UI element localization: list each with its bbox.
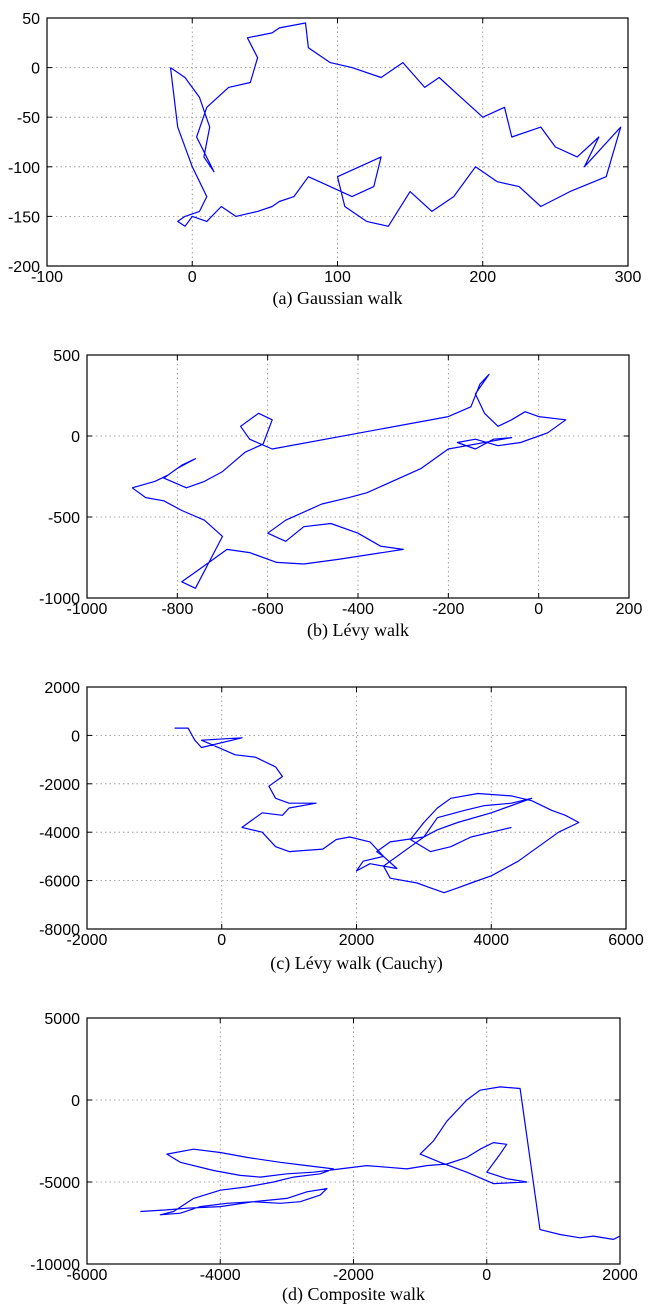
y-tick-label: -5000 (39, 1175, 80, 1192)
walk-path (131, 373, 567, 589)
panel-caption: (d) Composite walk (282, 1284, 425, 1305)
x-tick-label: 0 (482, 1267, 491, 1284)
x-tick-label: 2000 (602, 1267, 638, 1284)
panel-c: -2000 0 2000 4000 6000 2000 0 -2000 -4000 -6000 -8… (39, 680, 644, 974)
walk-path (169, 22, 622, 227)
x-tick-label: 200 (616, 601, 643, 618)
y-tick-label: -1000 (39, 591, 80, 608)
x-tick-label: 6000 (608, 932, 644, 949)
x-tick-label: 2000 (339, 932, 375, 949)
x-tick-label: 0 (217, 932, 226, 949)
panel-a: -100 0 100 200 300 50 0 -50 -100 -150 -200 (a) Gaus… (8, 11, 641, 309)
y-tick-label: -100 (8, 160, 40, 177)
y-tick-label: 0 (31, 61, 40, 78)
y-tick-label: 50 (22, 11, 40, 28)
x-tick-label: -100 (31, 269, 63, 286)
x-tick-label: 4000 (473, 932, 509, 949)
panel-caption: (b) Lévy walk (307, 620, 409, 641)
panel-d: -6000 -4000 -2000 0 2000 5000 0 -5000 -10000 (d) … (30, 1011, 638, 1305)
x-tick-label: 200 (469, 269, 496, 286)
x-tick-label: -6000 (67, 1267, 108, 1284)
y-tick-label: 500 (53, 348, 80, 365)
x-tick-label: -800 (161, 601, 193, 618)
x-tick-label: 0 (188, 269, 197, 286)
y-tick-label: 0 (71, 728, 80, 745)
panel-caption: (c) Lévy walk (Cauchy) (270, 953, 442, 974)
x-tick-label: 0 (534, 601, 543, 618)
walk-path (140, 1086, 621, 1241)
x-tick-label: 300 (615, 269, 642, 286)
y-tick-label: -500 (48, 510, 80, 527)
y-tick-label: -150 (8, 209, 40, 226)
y-tick-label: -10000 (30, 1257, 80, 1274)
x-tick-label: -1000 (67, 601, 108, 618)
y-tick-label: 2000 (44, 680, 80, 697)
y-tick-label: 0 (71, 1093, 80, 1110)
x-tick-label: -4000 (200, 1267, 241, 1284)
x-tick-label: -400 (342, 601, 374, 618)
y-tick-label: -4000 (39, 825, 80, 842)
y-tick-label: 5000 (44, 1011, 80, 1028)
x-tick-label: -2000 (333, 1267, 374, 1284)
y-tick-label: -6000 (39, 874, 80, 891)
x-tick-label: 100 (324, 269, 351, 286)
y-tick-label: -50 (17, 110, 40, 127)
x-tick-label: -200 (432, 601, 464, 618)
x-tick-label: -600 (252, 601, 284, 618)
x-tick-label: -2000 (67, 932, 108, 949)
y-tick-label: 0 (71, 429, 80, 446)
y-tick-label: -2000 (39, 777, 80, 794)
panel-b: -1000 -800 -600 -400 -200 0 200 500 0 -500 -1000 (b… (39, 348, 642, 641)
y-tick-label: -8000 (39, 922, 80, 939)
panel-caption: (a) Gaussian walk (273, 288, 403, 309)
walk-path (174, 727, 580, 894)
y-tick-label: -200 (8, 259, 40, 276)
